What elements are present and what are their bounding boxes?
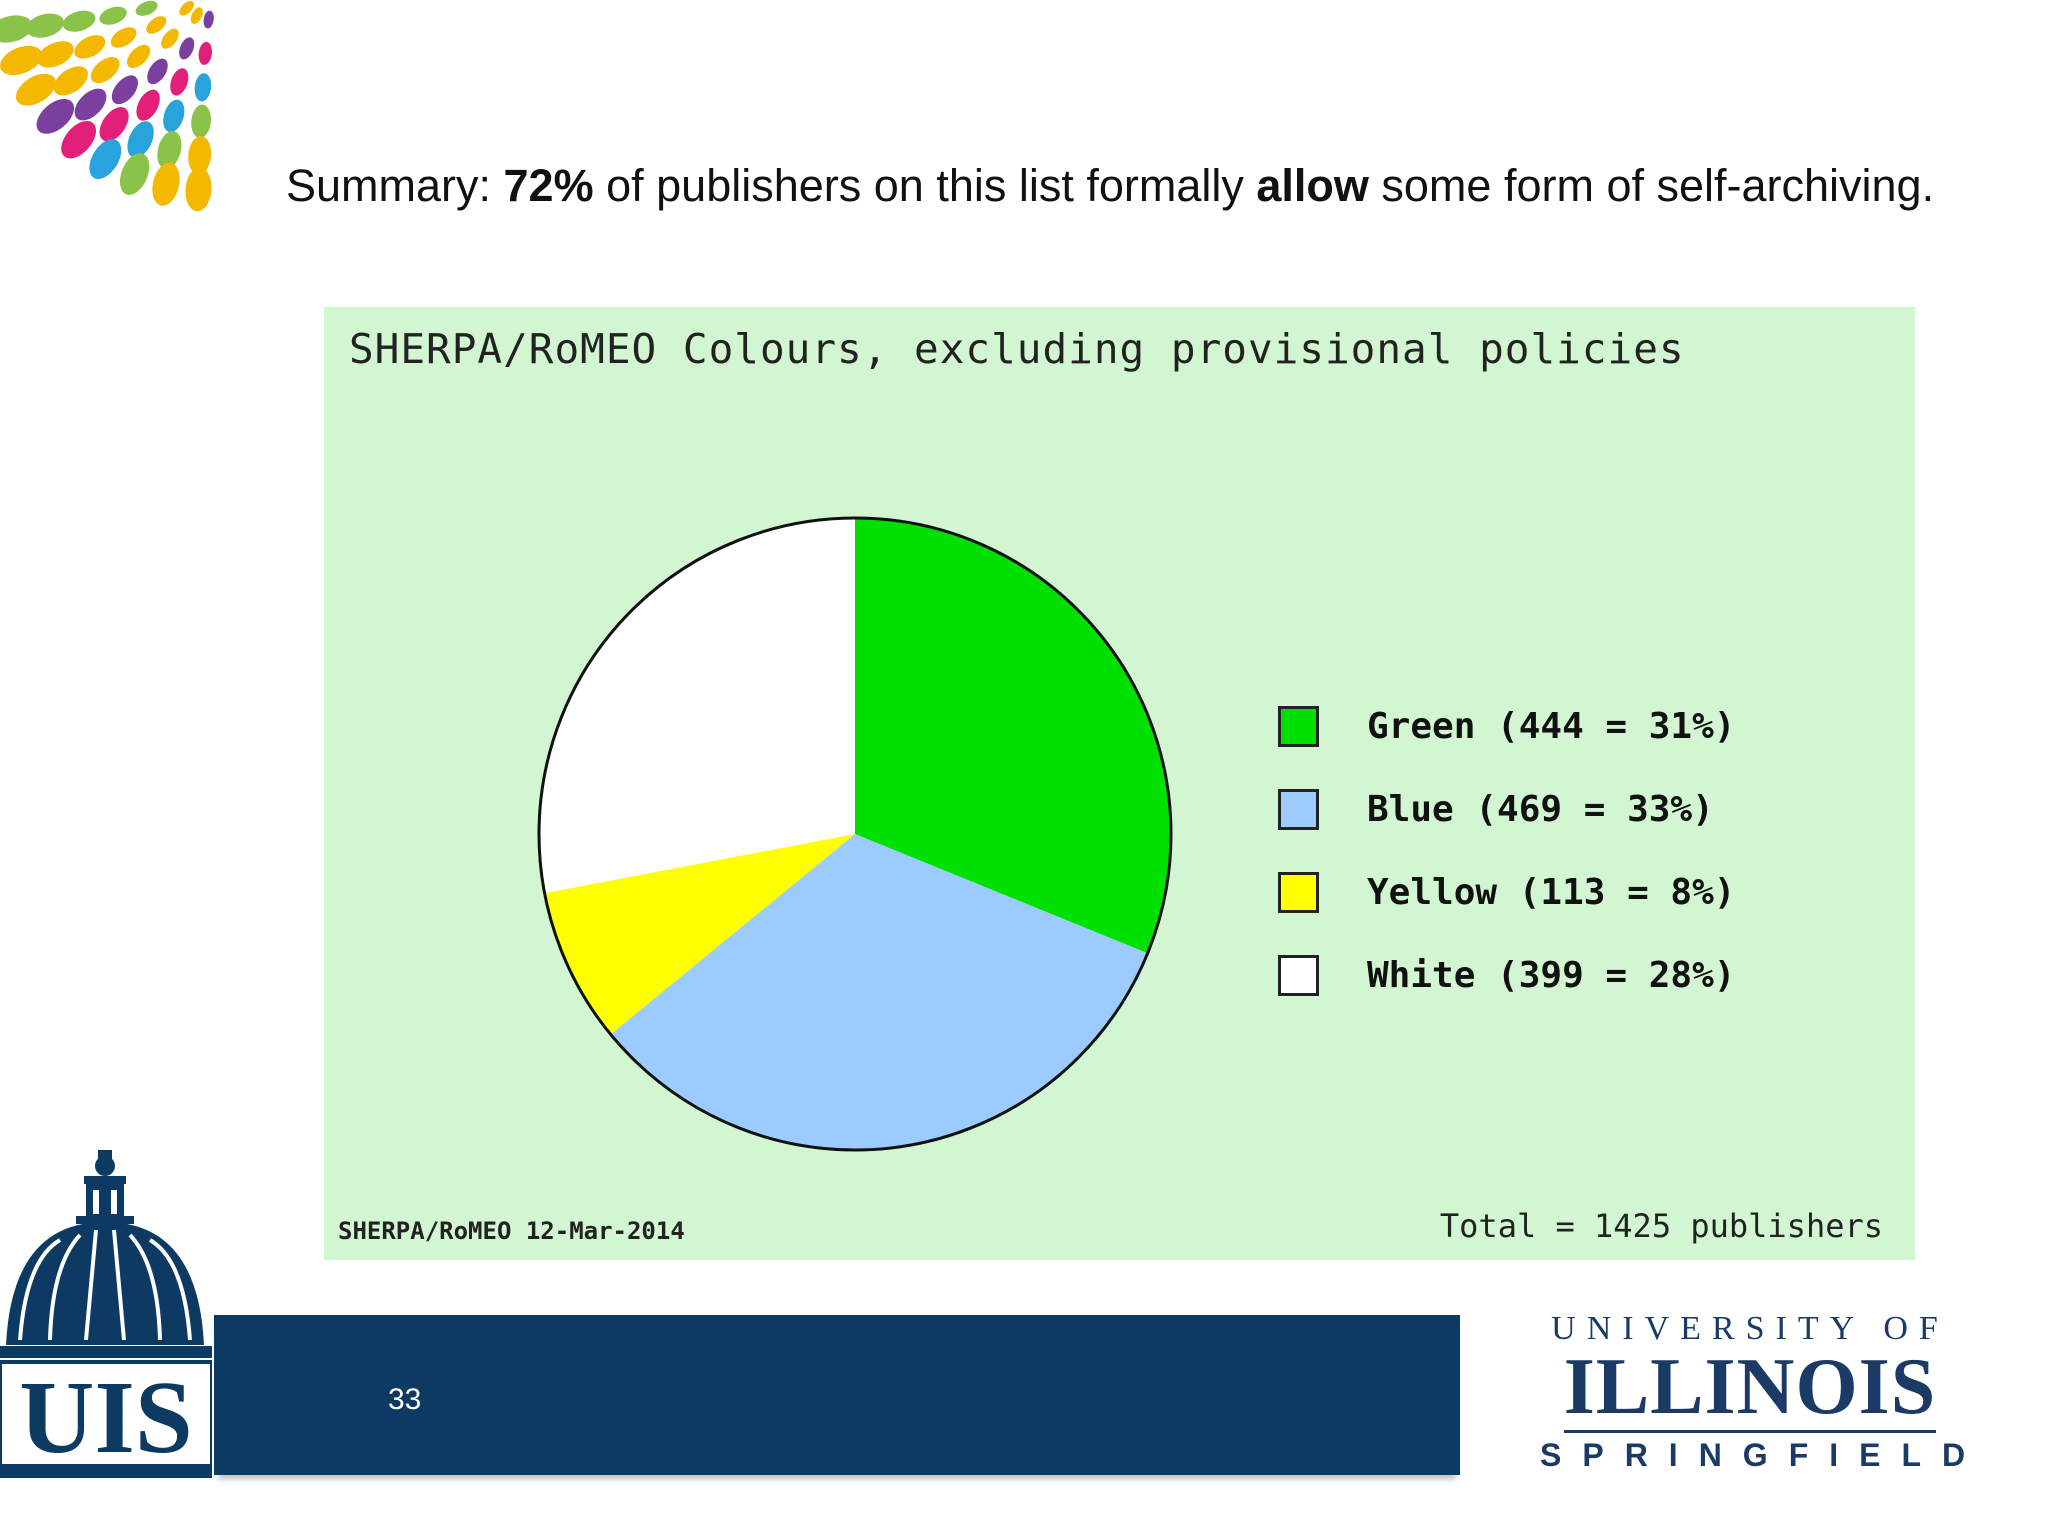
legend-swatch-green [1278, 706, 1319, 747]
chart-title: SHERPA/RoMEO Colours, excluding provisio… [349, 325, 1685, 373]
chart-source: SHERPA/RoMEO 12-Mar-2014 [338, 1217, 685, 1245]
uis-logo-text: UIS [19, 1360, 192, 1475]
pie-chart-panel: SHERPA/RoMEO Colours, excluding provisio… [324, 307, 1915, 1260]
legend-swatch-yellow [1278, 872, 1319, 913]
legend-item-green: Green (444 = 31%) [1278, 685, 1735, 768]
illinois-text: ILLINOIS [1563, 1343, 1937, 1433]
pie-outline [537, 516, 1173, 1152]
chart-total: Total = 1425 publishers [1439, 1207, 1883, 1245]
summary-prefix: Summary: [286, 160, 504, 211]
summary-suffix: some form of self-archiving. [1368, 160, 1935, 211]
legend-label-yellow: Yellow (113 = 8%) [1367, 872, 1736, 913]
summary-middle: of publishers on this list formally [593, 160, 1257, 211]
legend-label-white: White (399 = 28%) [1367, 955, 1736, 996]
legend-item-white: White (399 = 28%) [1278, 934, 1735, 1017]
summary-percent: 72% [503, 160, 594, 211]
springfield-text: SPRINGFIELD [1540, 1437, 1987, 1473]
legend-item-yellow: Yellow (113 = 8%) [1278, 851, 1735, 934]
summary-text: Summary: 72% of publishers on this list … [286, 160, 1986, 212]
pie-slice-white [539, 518, 855, 894]
summary-verb: allow [1256, 160, 1369, 211]
petal-logo-icon [0, 0, 214, 212]
university-of-illinois-springfield-logo: UNIVERSITY OF ILLINOIS SPRINGFIELD [1540, 1310, 1987, 1475]
legend-label-blue: Blue (469 = 33%) [1367, 789, 1714, 830]
uis-capitol-logo: UIS [0, 1150, 212, 1478]
footer-bar: 33 [214, 1315, 1460, 1475]
legend-swatch-white [1278, 955, 1319, 996]
pie-slice-blue [610, 834, 1148, 1150]
legend-swatch-blue [1278, 789, 1319, 830]
legend-item-blue: Blue (469 = 33%) [1278, 768, 1735, 851]
pie-slice-yellow [544, 834, 855, 1035]
pie-chart [537, 516, 1173, 1152]
chart-legend: Green (444 = 31%) Blue (469 = 33%) Yellow … [1278, 685, 1735, 1017]
slide-number: 33 [388, 1383, 422, 1416]
university-of-text: UNIVERSITY OF [1551, 1310, 1949, 1347]
legend-label-green: Green (444 = 31%) [1367, 706, 1736, 747]
